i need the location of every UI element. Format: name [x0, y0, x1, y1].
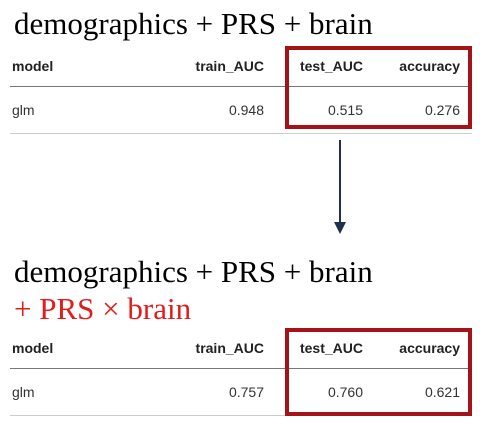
interaction-term-title: + PRS × brain	[14, 291, 192, 326]
top-highlight-box	[285, 46, 472, 129]
table-header-row: model train_AUC test_AUC accuracy	[10, 328, 472, 369]
cell-train-auc: 0.948	[228, 102, 264, 118]
down-arrow-icon	[334, 140, 346, 234]
top-title: demographics + PRS + brain	[14, 6, 373, 41]
table-row: glm 0.757 0.760 0.621	[10, 369, 472, 416]
cell-model: glm	[12, 102, 35, 118]
header-model: model	[12, 58, 54, 74]
header-accuracy: accuracy	[399, 340, 460, 356]
header-train-auc: train_AUC	[195, 58, 264, 74]
header-accuracy: accuracy	[399, 58, 460, 74]
table-header-row: model train_AUC test_AUC accuracy	[10, 46, 472, 87]
header-model: model	[12, 340, 54, 356]
top-results-table: model train_AUC test_AUC accuracy glm 0.…	[10, 46, 472, 134]
cell-test-auc: 0.515	[327, 102, 363, 118]
cell-accuracy: 0.276	[424, 102, 460, 118]
header-test-auc: test_AUC	[299, 58, 363, 74]
cell-model: glm	[12, 384, 35, 400]
cell-accuracy: 0.621	[424, 384, 460, 400]
bottom-results-table: model train_AUC test_AUC accuracy glm 0.…	[10, 328, 472, 416]
header-test-auc: test_AUC	[299, 340, 363, 356]
bottom-highlight-box	[285, 328, 472, 416]
cell-test-auc: 0.760	[327, 384, 363, 400]
bottom-title: demographics + PRS + brain	[14, 254, 373, 289]
cell-train-auc: 0.757	[228, 384, 264, 400]
table-row: glm 0.948 0.515 0.276	[10, 87, 472, 134]
header-train-auc: train_AUC	[195, 340, 264, 356]
